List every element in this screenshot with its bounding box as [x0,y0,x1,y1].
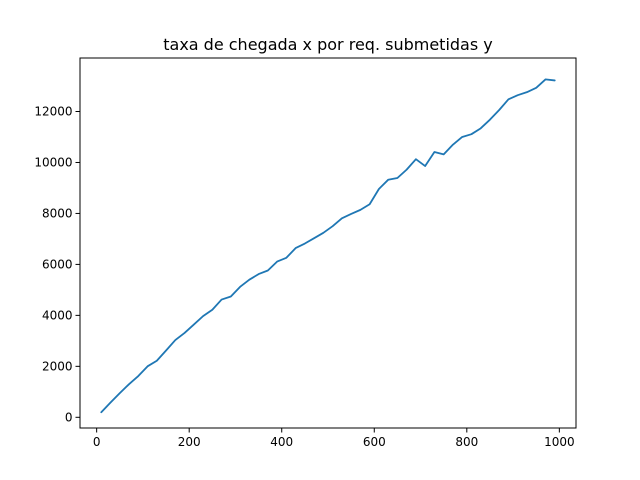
x-tick-label: 400 [270,435,293,449]
y-tick-label: 0 [65,410,73,424]
x-tick-label: 0 [93,435,101,449]
x-tick-label: 800 [455,435,478,449]
y-tick-label: 8000 [42,207,73,221]
y-axis: 0 2000 4000 6000 8000 10000 12000 [34,105,80,424]
x-tick-label: 200 [178,435,201,449]
y-tick-label: 12000 [34,105,72,119]
y-tick-label: 6000 [42,258,73,272]
axes-frame [79,57,577,429]
series-layer [100,78,556,414]
x-axis: 0 200 400 600 800 1000 [93,428,575,449]
y-tick-label: 2000 [42,360,73,374]
y-tick-label: 10000 [34,156,72,170]
x-tick-label: 1000 [544,435,575,449]
chart-title: taxa de chegada x por req. submetidas y [163,35,493,54]
plot-area: 0 200 400 600 800 1000 0 2000 4000 6000 8000 10000… [34,57,577,449]
y-tick-label: 4000 [42,309,73,323]
x-tick-label: 600 [363,435,386,449]
series-line [100,78,556,414]
